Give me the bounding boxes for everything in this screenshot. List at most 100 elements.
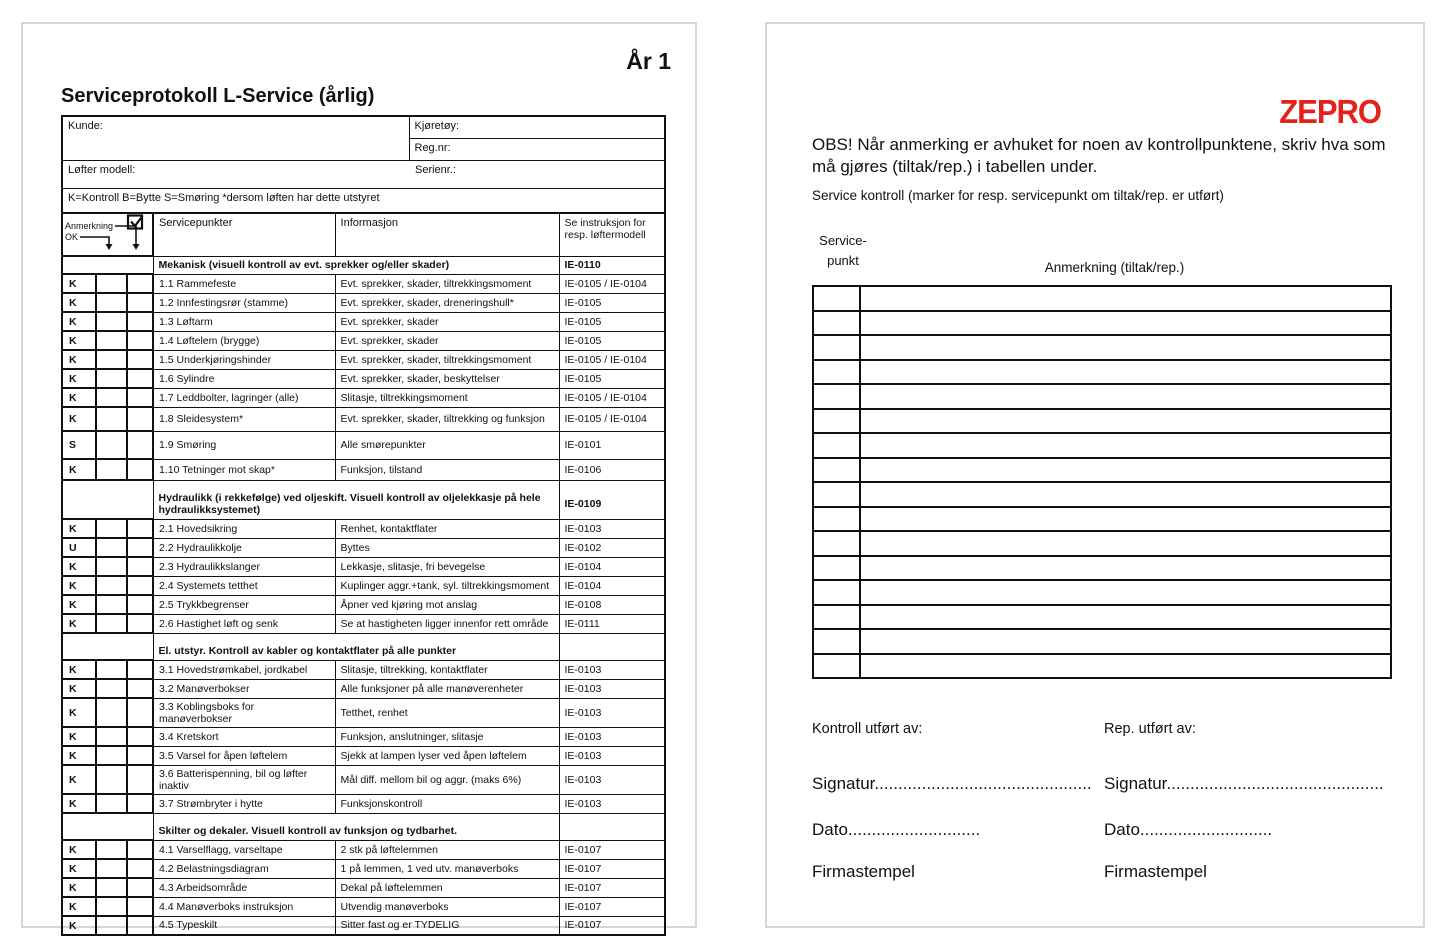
ok-checkbox-cell[interactable] [95, 537, 128, 558]
dato-field-left[interactable]: Dato............................ [812, 820, 981, 839]
ok-checkbox-cell[interactable] [95, 349, 128, 370]
anmerkning-checkbox-cell[interactable] [125, 311, 155, 332]
anmerkning-checkbox-cell[interactable] [125, 613, 155, 634]
kjoretoy-field[interactable]: Kjøretøy: [408, 115, 666, 139]
anmerkning-checkbox-cell[interactable] [125, 726, 155, 747]
servicepunkt-cell[interactable] [812, 456, 861, 483]
servicepunkt-cell[interactable] [812, 432, 861, 459]
ok-checkbox-cell[interactable] [95, 387, 128, 408]
ok-checkbox-cell[interactable] [95, 594, 128, 615]
anmerkning-checkbox-cell[interactable] [125, 273, 155, 294]
servicepunkt-cell[interactable] [812, 383, 861, 410]
col-header-instruksjon: Se instruksjon for resp. løftermodell [558, 212, 666, 257]
anmerkning-checkbox-cell[interactable] [125, 764, 155, 795]
anmerkning-cell[interactable] [859, 407, 1392, 434]
signatur-field-left[interactable]: Signatur................................… [812, 774, 1092, 793]
anmerkning-cell[interactable] [859, 505, 1392, 532]
servicepunkt-cell[interactable] [812, 309, 861, 336]
anmerkning-checkbox-cell[interactable] [125, 915, 155, 936]
ok-checkbox-cell[interactable] [95, 659, 128, 680]
ok-checkbox-cell[interactable] [95, 330, 128, 351]
anmerkning-cell[interactable] [859, 285, 1392, 312]
ok-checkbox-cell[interactable] [95, 458, 128, 481]
servicepunkt-cell[interactable] [812, 285, 861, 312]
service-point-label: 1.9 Smøring [152, 430, 336, 460]
anmerkning-cell[interactable] [859, 603, 1392, 630]
service-point-label: 4.2 Belastningsdiagram [152, 858, 336, 879]
ok-checkbox-cell[interactable] [95, 726, 128, 747]
anmerkning-checkbox-cell[interactable] [125, 575, 155, 596]
ok-checkbox-cell[interactable] [95, 858, 128, 879]
anmerkning-checkbox-cell[interactable] [125, 387, 155, 408]
ok-checkbox-cell[interactable] [95, 613, 128, 634]
servicepunkt-cell[interactable] [812, 579, 861, 606]
servicepunkt-cell[interactable] [812, 505, 861, 532]
ok-checkbox-cell[interactable] [95, 311, 128, 332]
anmerkning-checkbox-cell[interactable] [125, 594, 155, 615]
ok-checkbox-cell[interactable] [95, 406, 128, 432]
servicepunkt-cell[interactable] [812, 334, 861, 361]
ok-checkbox-cell[interactable] [95, 896, 128, 917]
ok-checkbox-cell[interactable] [95, 292, 128, 313]
anmerkning-checkbox-cell[interactable] [125, 697, 155, 728]
servicepunkt-cell[interactable] [812, 603, 861, 630]
anmerkning-checkbox-cell[interactable] [125, 349, 155, 370]
ok-checkbox-cell[interactable] [95, 368, 128, 389]
ok-checkbox-cell[interactable] [95, 745, 128, 766]
anmerkning-checkbox-cell[interactable] [125, 659, 155, 680]
ok-checkbox-cell[interactable] [95, 575, 128, 596]
ok-checkbox-cell[interactable] [95, 697, 128, 728]
anmerkning-checkbox-cell[interactable] [125, 518, 155, 539]
anmerkning-cell[interactable] [859, 554, 1392, 581]
anmerkning-cell[interactable] [859, 432, 1392, 459]
anmerkning-cell[interactable] [859, 579, 1392, 606]
anmerkning-checkbox-cell[interactable] [125, 430, 155, 460]
anmerkning-checkbox-cell[interactable] [125, 556, 155, 577]
anmerkning-cell[interactable] [859, 309, 1392, 336]
regnr-field[interactable]: Reg.nr: [408, 137, 666, 161]
anmerkning-checkbox-cell[interactable] [125, 537, 155, 558]
ok-checkbox-cell[interactable] [95, 273, 128, 294]
lofter-modell-field[interactable]: Løfter modell: Serienr.: [61, 159, 666, 189]
servicepunkt-cell[interactable] [812, 652, 861, 679]
servicepunkt-cell[interactable] [812, 481, 861, 508]
anmerkning-cell[interactable] [859, 652, 1392, 679]
anmerkning-cell[interactable] [859, 481, 1392, 508]
anmerkning-cell[interactable] [859, 628, 1392, 655]
servicepunkt-cell[interactable] [812, 530, 861, 557]
anmerkning-checkbox-cell[interactable] [125, 368, 155, 389]
ok-checkbox-cell[interactable] [95, 839, 128, 860]
servicepunkt-cell[interactable] [812, 358, 861, 385]
dato-field-right[interactable]: Dato............................ [1104, 820, 1273, 839]
anmerkning-checkbox-cell[interactable] [125, 678, 155, 699]
anmerkning-checkbox-cell[interactable] [125, 858, 155, 879]
ok-checkbox-cell[interactable] [95, 556, 128, 577]
ok-checkbox-cell[interactable] [95, 764, 128, 795]
ok-checkbox-cell[interactable] [95, 793, 128, 814]
anmerkning-checkbox-cell[interactable] [125, 330, 155, 351]
servicepunkt-cell[interactable] [812, 554, 861, 581]
ok-checkbox-cell[interactable] [95, 678, 128, 699]
anmerkning-checkbox-cell[interactable] [125, 793, 155, 814]
anmerkning-cell[interactable] [859, 530, 1392, 557]
anmerkning-checkbox-cell[interactable] [125, 292, 155, 313]
anmerkning-checkbox-cell[interactable] [125, 839, 155, 860]
kunde-field[interactable]: Kunde: [61, 115, 410, 161]
ok-checkbox-cell[interactable] [95, 518, 128, 539]
signatur-field-right[interactable]: Signatur................................… [1104, 774, 1384, 793]
servicepunkt-cell[interactable] [812, 407, 861, 434]
anmerkning-cell[interactable] [859, 383, 1392, 410]
anmerkning-checkbox-cell[interactable] [125, 896, 155, 917]
ok-checkbox-cell[interactable] [95, 877, 128, 898]
servicepunkt-cell[interactable] [812, 628, 861, 655]
anmerkning-cell[interactable] [859, 456, 1392, 483]
anmerkning-cell[interactable] [859, 334, 1392, 361]
ok-checkbox-cell[interactable] [95, 915, 128, 936]
section-header-left-cell [61, 822, 154, 840]
anmerkning-checkbox-cell[interactable] [125, 745, 155, 766]
anmerkning-cell[interactable] [859, 358, 1392, 385]
anmerkning-checkbox-cell[interactable] [125, 406, 155, 432]
anmerkning-checkbox-cell[interactable] [125, 458, 155, 481]
ok-checkbox-cell[interactable] [95, 430, 128, 460]
anmerkning-checkbox-cell[interactable] [125, 877, 155, 898]
